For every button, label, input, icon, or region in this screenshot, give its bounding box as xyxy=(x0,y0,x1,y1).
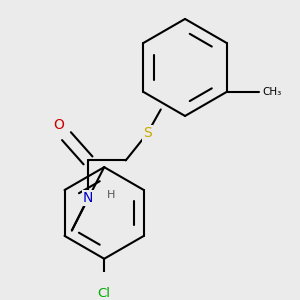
Text: H: H xyxy=(107,190,115,200)
Text: Cl: Cl xyxy=(98,287,111,300)
Text: O: O xyxy=(53,118,64,132)
Text: CH₃: CH₃ xyxy=(262,87,281,97)
Text: S: S xyxy=(143,127,152,140)
Text: N: N xyxy=(83,191,93,205)
